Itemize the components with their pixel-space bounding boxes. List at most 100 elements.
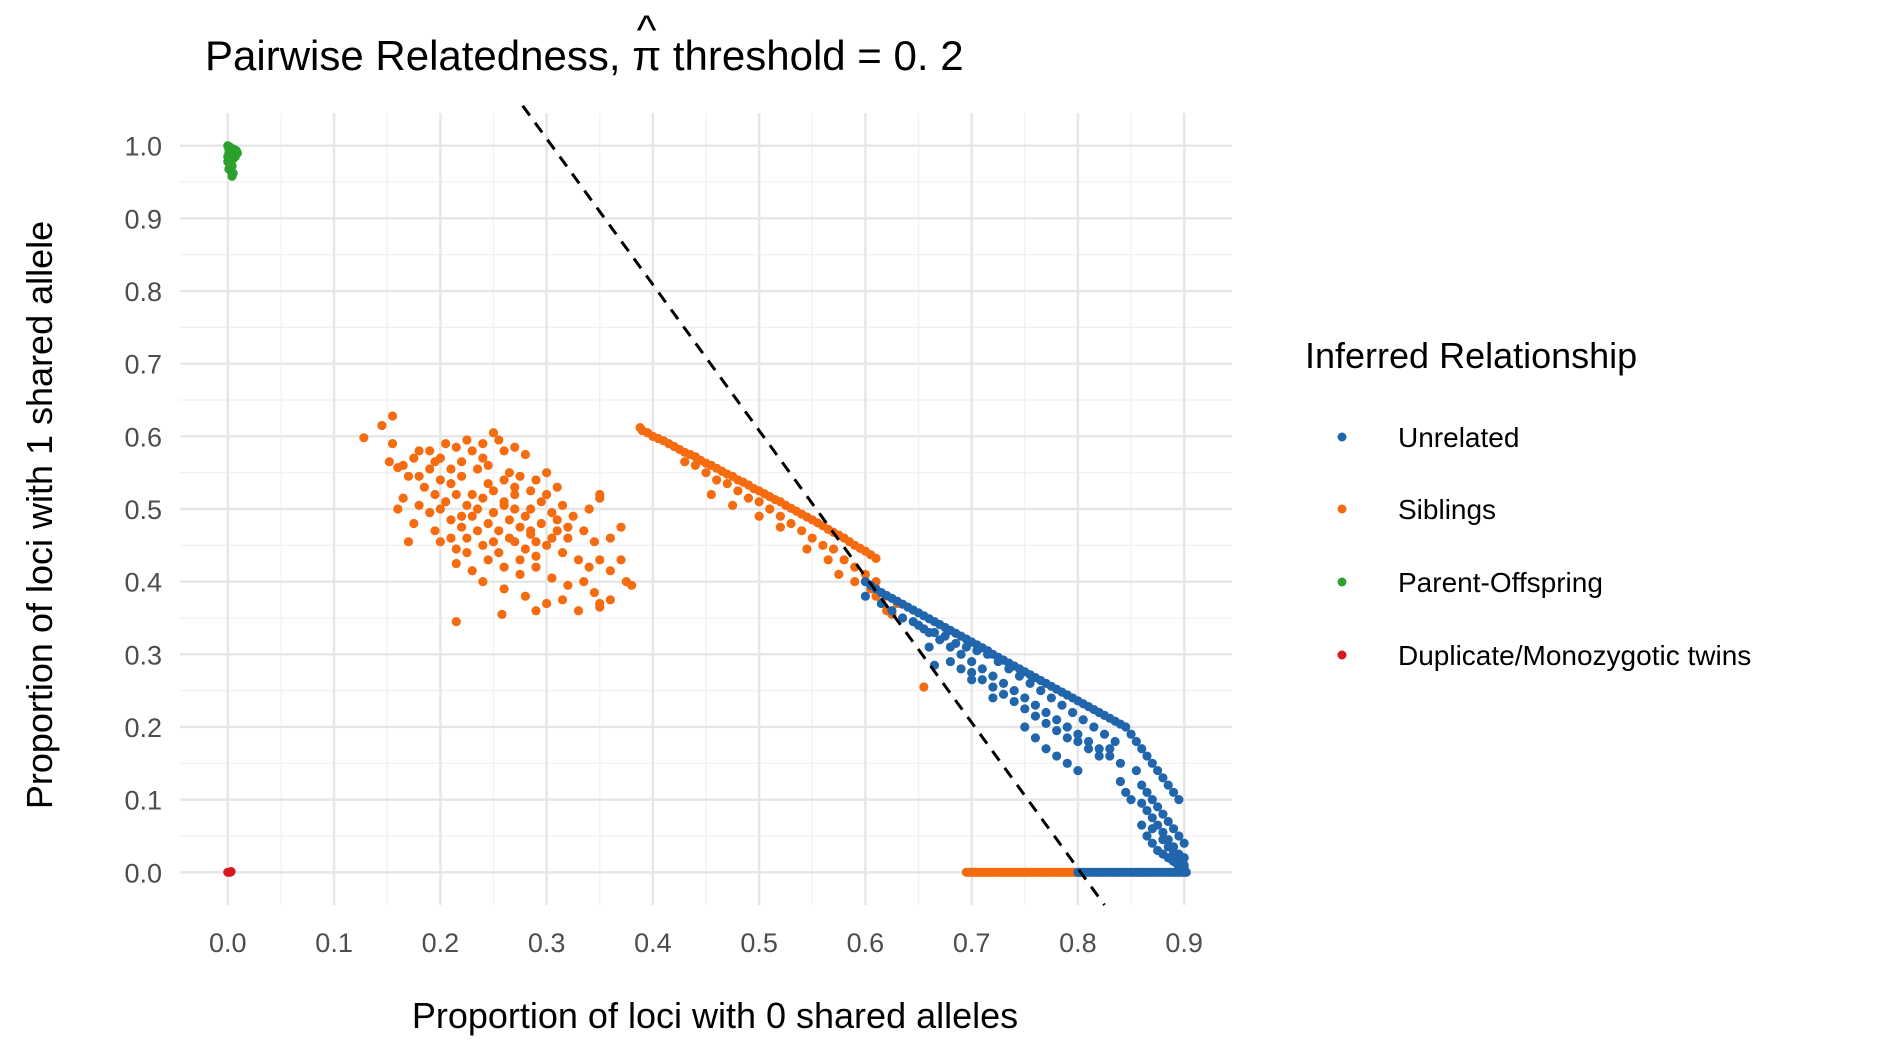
- point-siblings: [510, 489, 520, 500]
- legend-entry-unrelated: Unrelated: [1337, 422, 1519, 453]
- title-hat: ^: [637, 6, 657, 53]
- legend-key-unrelated: [1337, 432, 1347, 442]
- threshold-line: [521, 104, 1106, 906]
- point-siblings: [462, 533, 472, 543]
- y-tick-label: 0.1: [124, 786, 162, 816]
- point-unrelated: [1020, 704, 1030, 714]
- point-siblings: [526, 486, 536, 496]
- point-parent-offspring: [230, 151, 240, 162]
- point-unrelated: [924, 642, 934, 652]
- point-siblings: [451, 558, 461, 569]
- point-siblings: [504, 468, 515, 478]
- point-siblings: [526, 526, 536, 536]
- point-siblings: [536, 497, 546, 507]
- point-unrelated: [1078, 715, 1088, 725]
- point-unrelated: [1137, 820, 1147, 830]
- point-siblings: [478, 439, 488, 449]
- point-siblings: [446, 515, 456, 525]
- point-siblings: [510, 442, 520, 452]
- point-unrelated: [860, 591, 870, 601]
- point-unrelated: [956, 649, 966, 659]
- point-siblings: [605, 566, 615, 576]
- point-siblings: [616, 555, 626, 565]
- point-unrelated: [1073, 729, 1083, 739]
- point-unrelated: [1115, 758, 1126, 768]
- point-unrelated: [1168, 787, 1179, 797]
- point-siblings: [435, 453, 445, 463]
- point-unrelated: [1020, 693, 1030, 703]
- point-siblings: [494, 435, 504, 445]
- point-siblings: [467, 511, 477, 521]
- point-unrelated: [1009, 696, 1019, 707]
- point-unrelated: [1052, 751, 1062, 761]
- point-siblings: [478, 577, 488, 587]
- legend-entry-siblings: Siblings: [1337, 494, 1496, 525]
- point-siblings: [435, 475, 445, 485]
- point-unrelated: [1131, 765, 1141, 776]
- point-siblings: [754, 511, 764, 521]
- point-unrelated: [1147, 813, 1157, 823]
- point-siblings: [579, 577, 589, 587]
- point-unrelated: [988, 671, 998, 681]
- point-siblings: [605, 533, 615, 543]
- point-siblings: [483, 555, 493, 565]
- point-unrelated: [1142, 805, 1152, 816]
- point-siblings: [393, 504, 403, 514]
- point-siblings: [520, 511, 530, 521]
- point-siblings: [589, 537, 600, 547]
- point-unrelated: [1052, 715, 1062, 725]
- title-suffix: threshold = 0. 2: [661, 32, 963, 79]
- point-siblings: [563, 522, 573, 532]
- point-siblings: [446, 478, 456, 489]
- y-tick-label: 0.5: [124, 495, 162, 525]
- point-siblings: [871, 553, 881, 564]
- point-siblings: [701, 468, 711, 478]
- point-siblings: [568, 511, 578, 521]
- point-unrelated: [982, 649, 993, 659]
- point-unrelated: [1142, 831, 1152, 841]
- x-tick-label: 0.3: [528, 928, 566, 958]
- point-unrelated: [1137, 798, 1147, 808]
- legend-title: Inferred Relationship: [1305, 335, 1637, 376]
- point-siblings: [451, 544, 461, 554]
- point-unrelated: [1094, 744, 1104, 754]
- point-unrelated: [929, 627, 940, 638]
- point-unrelated: [1166, 854, 1177, 864]
- point-unrelated: [887, 606, 897, 616]
- point-siblings: [478, 540, 488, 550]
- point-siblings: [515, 522, 525, 532]
- point-siblings: [531, 551, 541, 561]
- point-unrelated: [1153, 765, 1163, 776]
- point-siblings: [526, 504, 536, 514]
- point-siblings: [435, 537, 445, 547]
- point-unrelated: [1137, 744, 1147, 754]
- point-unrelated: [967, 656, 977, 667]
- point-siblings: [430, 526, 440, 536]
- point-unrelated: [1158, 835, 1168, 845]
- title-prefix: Pairwise Relatedness,: [205, 32, 632, 79]
- point-siblings: [499, 475, 509, 485]
- point-siblings: [563, 580, 573, 590]
- point-siblings: [589, 587, 600, 598]
- point-unrelated: [940, 631, 950, 641]
- point-unrelated: [993, 656, 1003, 667]
- point-unrelated: [1068, 707, 1078, 718]
- point-siblings: [818, 540, 828, 550]
- point-unrelated: [1142, 751, 1152, 761]
- legend-label-unrelated: Unrelated: [1398, 422, 1519, 453]
- point-siblings: [595, 598, 605, 609]
- point-unrelated: [1121, 787, 1131, 797]
- point-siblings: [387, 411, 398, 421]
- point-unrelated: [1062, 733, 1072, 743]
- point-siblings: [451, 617, 461, 627]
- point-siblings: [680, 457, 690, 467]
- point-siblings: [414, 500, 424, 510]
- point-unrelated: [1153, 802, 1163, 812]
- x-tick-label: 0.5: [740, 928, 778, 958]
- point-siblings: [425, 446, 435, 456]
- point-unrelated: [1158, 773, 1168, 783]
- point-siblings: [786, 518, 796, 529]
- point-siblings: [557, 595, 568, 605]
- point-siblings: [472, 526, 483, 536]
- point-siblings: [462, 435, 472, 445]
